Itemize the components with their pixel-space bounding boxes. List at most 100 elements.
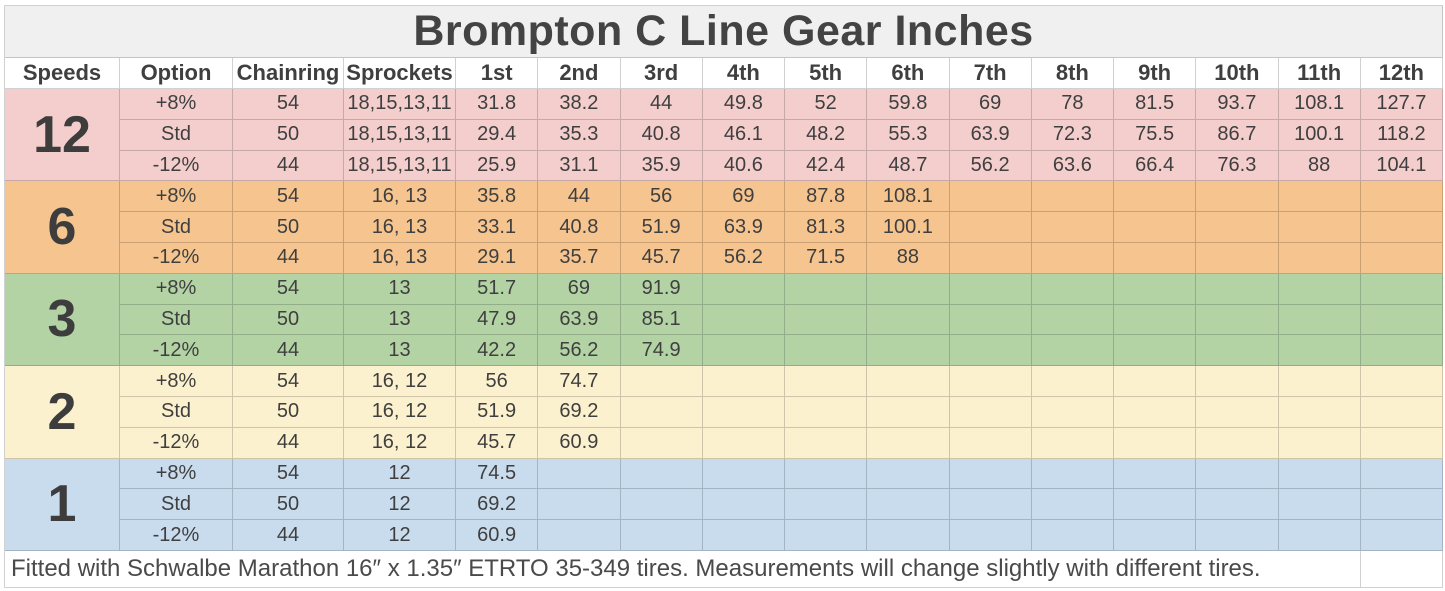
gear-cell bbox=[702, 335, 785, 367]
chainring-cell: 44 bbox=[233, 150, 344, 182]
column-header: 6th bbox=[867, 58, 950, 89]
sprockets-cell: 16, 13 bbox=[344, 181, 456, 213]
gear-cell: 76.3 bbox=[1196, 150, 1279, 182]
column-header: 1st bbox=[456, 58, 539, 89]
gear-cell: 100.1 bbox=[867, 212, 950, 243]
gear-cell bbox=[785, 273, 868, 305]
gear-cell bbox=[1278, 366, 1361, 397]
gear-cell bbox=[1031, 396, 1114, 428]
gear-cell bbox=[1114, 335, 1197, 367]
gear-cell: 25.9 bbox=[456, 150, 539, 182]
gear-cell bbox=[1196, 181, 1279, 213]
gear-cell: 38.2 bbox=[538, 89, 621, 120]
gear-cell bbox=[949, 181, 1032, 213]
gear-cell bbox=[1114, 396, 1197, 428]
gear-cell bbox=[1031, 304, 1114, 336]
gear-cell bbox=[1360, 181, 1443, 213]
gear-cell bbox=[785, 304, 868, 336]
sprockets-cell: 16, 13 bbox=[344, 242, 456, 274]
gear-cell bbox=[1114, 181, 1197, 213]
gear-cell: 56.2 bbox=[702, 242, 785, 274]
column-header: Speeds bbox=[5, 58, 120, 89]
column-header: 4th bbox=[702, 58, 785, 89]
gear-cell bbox=[620, 520, 703, 551]
gear-cell: 51.9 bbox=[456, 396, 539, 428]
gear-cell: 42.4 bbox=[785, 150, 868, 182]
gear-cell: 81.5 bbox=[1114, 89, 1197, 120]
gear-cell: 31.1 bbox=[538, 150, 621, 182]
gear-cell bbox=[1278, 396, 1361, 428]
speeds-cell: 12 bbox=[5, 89, 120, 182]
gear-cell bbox=[1278, 335, 1361, 367]
chainring-cell: 50 bbox=[233, 396, 344, 428]
gear-cell: 52 bbox=[785, 89, 868, 120]
option-cell: -12% bbox=[120, 242, 233, 274]
gear-cell: 35.7 bbox=[538, 242, 621, 274]
gear-cell bbox=[702, 458, 785, 490]
gear-cell bbox=[1114, 273, 1197, 305]
gear-cell bbox=[867, 520, 950, 551]
chainring-cell: 54 bbox=[233, 366, 344, 397]
gear-cell bbox=[949, 458, 1032, 490]
table-title: Brompton C Line Gear Inches bbox=[5, 6, 1443, 58]
gear-cell bbox=[1360, 335, 1443, 367]
gear-cell: 51.9 bbox=[620, 212, 703, 243]
option-cell: Std bbox=[120, 396, 233, 428]
gear-cell: 29.4 bbox=[456, 119, 539, 151]
gear-cell bbox=[538, 489, 621, 521]
gear-cell bbox=[1196, 427, 1279, 459]
gear-cell bbox=[785, 520, 868, 551]
gear-cell bbox=[538, 458, 621, 490]
gear-cell: 69.2 bbox=[538, 396, 621, 428]
option-cell: +8% bbox=[120, 181, 233, 213]
gear-cell bbox=[1196, 273, 1279, 305]
gear-cell: 63.9 bbox=[949, 119, 1032, 151]
gear-cell bbox=[1360, 427, 1443, 459]
gear-cell: 88 bbox=[1278, 150, 1361, 182]
chainring-cell: 44 bbox=[233, 242, 344, 274]
gear-cell bbox=[1031, 366, 1114, 397]
gear-cell: 44 bbox=[620, 89, 703, 120]
gear-cell bbox=[949, 242, 1032, 274]
gear-cell: 63.9 bbox=[538, 304, 621, 336]
gear-cell bbox=[949, 520, 1032, 551]
gear-cell: 88 bbox=[867, 242, 950, 274]
gear-cell bbox=[867, 396, 950, 428]
chainring-cell: 50 bbox=[233, 489, 344, 521]
option-cell: +8% bbox=[120, 89, 233, 120]
gear-cell: 56 bbox=[620, 181, 703, 213]
column-header: 2nd bbox=[538, 58, 621, 89]
gear-cell: 127.7 bbox=[1360, 89, 1443, 120]
option-cell: -12% bbox=[120, 150, 233, 182]
gear-cell: 55.3 bbox=[867, 119, 950, 151]
gear-cell bbox=[1360, 520, 1443, 551]
speeds-cell: 2 bbox=[5, 366, 120, 459]
gear-cell bbox=[538, 520, 621, 551]
sprockets-cell: 12 bbox=[344, 520, 456, 551]
gear-cell: 118.2 bbox=[1360, 119, 1443, 151]
column-header: 11th bbox=[1278, 58, 1361, 89]
gear-cell: 63.9 bbox=[702, 212, 785, 243]
speeds-cell: 6 bbox=[5, 181, 120, 274]
gear-cell bbox=[702, 304, 785, 336]
speeds-cell: 3 bbox=[5, 273, 120, 367]
gear-cell bbox=[1360, 304, 1443, 336]
gear-cell bbox=[867, 458, 950, 490]
gear-cell: 48.2 bbox=[785, 119, 868, 151]
gear-cell bbox=[949, 304, 1032, 336]
gear-cell: 69 bbox=[702, 181, 785, 213]
gear-cell: 108.1 bbox=[867, 181, 950, 213]
gear-cell bbox=[1114, 212, 1197, 243]
gear-cell bbox=[702, 489, 785, 521]
sprockets-cell: 18,15,13,11 bbox=[344, 150, 456, 182]
chainring-cell: 50 bbox=[233, 119, 344, 151]
gear-cell: 81.3 bbox=[785, 212, 868, 243]
gear-table: Brompton C Line Gear Inches Speeds Option… bbox=[4, 5, 1443, 588]
gear-cell bbox=[702, 273, 785, 305]
gear-cell bbox=[785, 396, 868, 428]
gear-cell bbox=[620, 427, 703, 459]
gear-cell bbox=[1114, 458, 1197, 490]
sprockets-cell: 13 bbox=[344, 304, 456, 336]
gear-cell bbox=[1196, 366, 1279, 397]
